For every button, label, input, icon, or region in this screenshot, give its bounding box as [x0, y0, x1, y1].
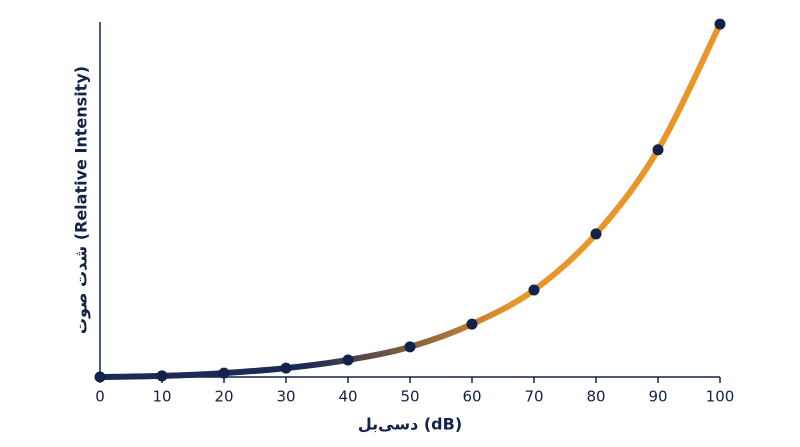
x-tick-label: 30 — [276, 388, 295, 406]
point — [280, 362, 292, 374]
point — [342, 354, 354, 366]
point — [218, 367, 230, 379]
y-axis-label: شدت صوت (Relative Intensity) — [72, 66, 91, 334]
x-tick-label: 100 — [706, 388, 735, 406]
x-tick-label: 20 — [214, 388, 233, 406]
x-tick-label: 60 — [462, 388, 481, 406]
x-tick-label: 70 — [524, 388, 543, 406]
point — [94, 371, 106, 383]
point — [590, 228, 602, 240]
line — [97, 21, 723, 380]
x-tick-label: 40 — [338, 388, 357, 406]
x-tick-label: 50 — [400, 388, 419, 406]
x-axis-label: دسی‌بل (dB) — [358, 415, 462, 434]
point — [652, 144, 664, 156]
x-tick-label: 90 — [648, 388, 667, 406]
x-tick-label: 0 — [95, 388, 105, 406]
x-tick-label: 10 — [152, 388, 171, 406]
point — [156, 370, 168, 382]
point — [466, 318, 478, 330]
point — [404, 341, 416, 353]
x-tick-label: 80 — [586, 388, 605, 406]
point — [714, 18, 726, 30]
point — [528, 284, 540, 296]
